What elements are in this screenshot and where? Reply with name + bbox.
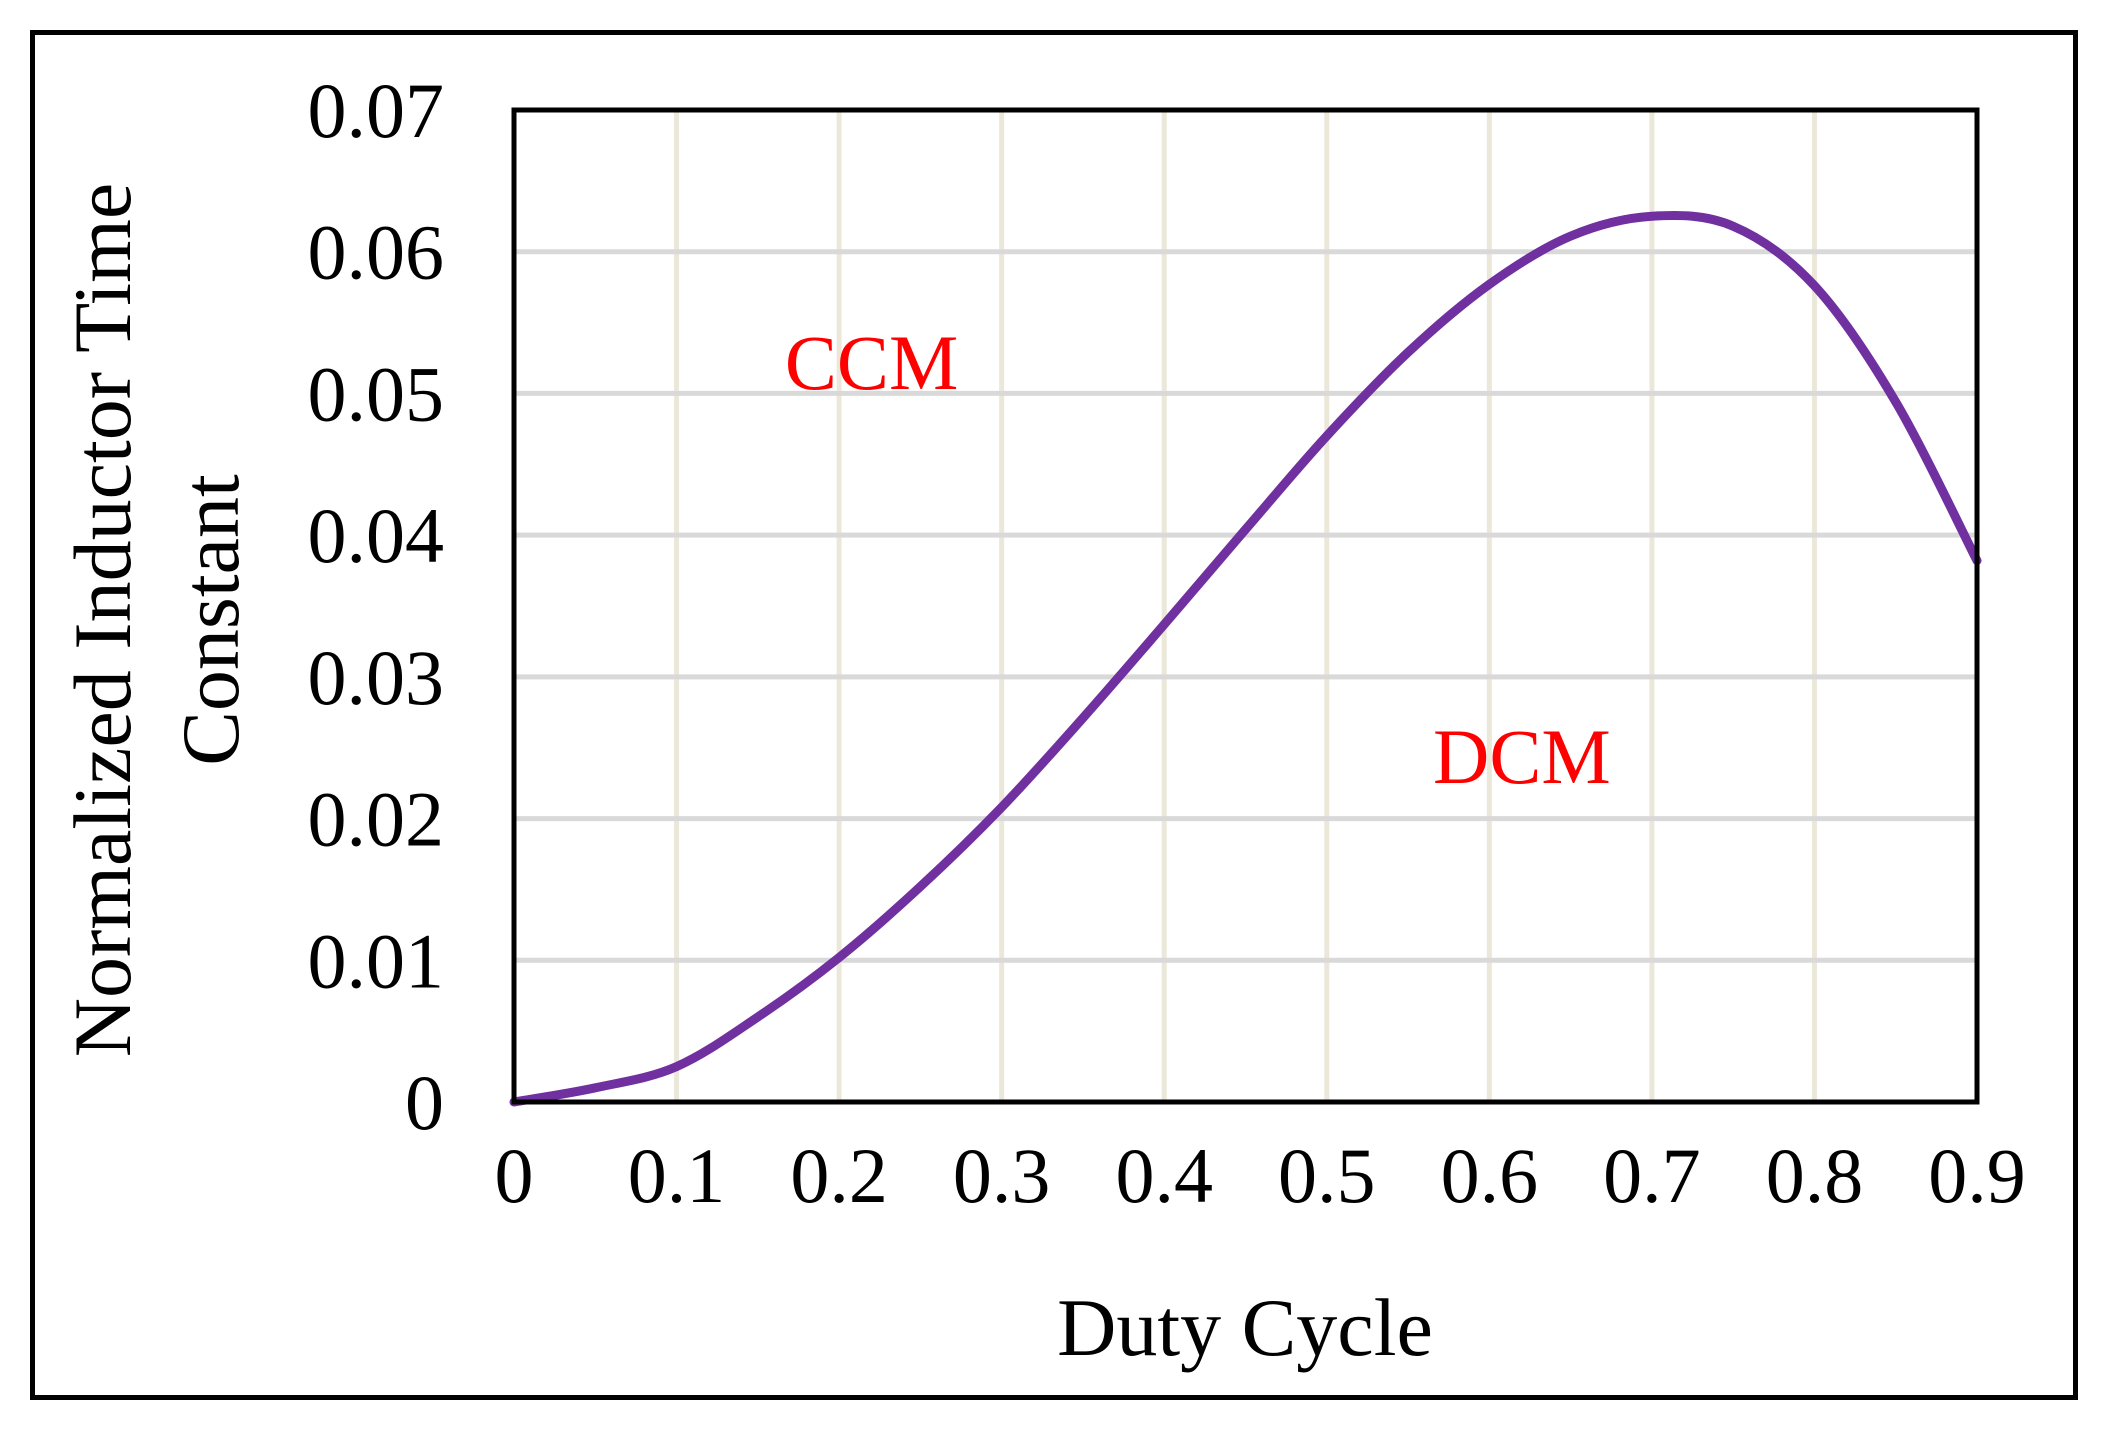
y-tick-label: 0.07 <box>308 67 445 154</box>
y-tick-label: 0.04 <box>308 492 445 579</box>
y-axis-title: Normalized Inductor Time Constant <box>57 183 256 1058</box>
x-tick-label: 0.4 <box>1115 1132 1213 1219</box>
chart-frame <box>30 30 2078 1400</box>
x-tick-label: 0.1 <box>628 1132 726 1219</box>
x-tick-label: 0.9 <box>1928 1132 2026 1219</box>
x-tick-label: 0.2 <box>790 1132 888 1219</box>
y-tick-labels: 0 0.01 0.02 0.03 0.04 0.05 0.06 0.07 <box>308 67 445 1146</box>
series-line <box>509 211 1982 1107</box>
plot-area-border <box>511 107 1980 1105</box>
y-axis-title-line1: Normalized Inductor Time <box>57 183 148 1058</box>
series-layer <box>509 211 1982 1107</box>
x-tick-label: 0.8 <box>1766 1132 1864 1219</box>
y-tick-label: 0.06 <box>308 209 445 296</box>
y-tick-label: 0.05 <box>308 350 445 437</box>
annotations: CCM DCM <box>785 319 1611 800</box>
x-tick-labels: 0 0.1 0.2 0.3 0.4 0.5 0.6 0.7 0.8 0.9 <box>495 1132 2026 1219</box>
y-tick-label: 0.03 <box>308 634 445 721</box>
y-tick-label: 0 <box>405 1059 444 1146</box>
x-tick-label: 0.7 <box>1603 1132 1701 1219</box>
annotation-ccm: CCM <box>785 319 958 406</box>
x-tick-label: 0.6 <box>1441 1132 1539 1219</box>
x-axis-title: Duty Cycle <box>1057 1282 1433 1373</box>
x-tick-label: 0.5 <box>1278 1132 1376 1219</box>
y-axis-title-line2: Constant <box>165 474 256 766</box>
y-tick-label: 0.02 <box>308 776 445 863</box>
x-tick-label: 0 <box>495 1132 534 1219</box>
y-tick-label: 0.01 <box>308 917 445 1004</box>
annotation-dcm: DCM <box>1433 713 1611 800</box>
x-tick-label: 0.3 <box>953 1132 1051 1219</box>
grid <box>514 110 1977 1102</box>
